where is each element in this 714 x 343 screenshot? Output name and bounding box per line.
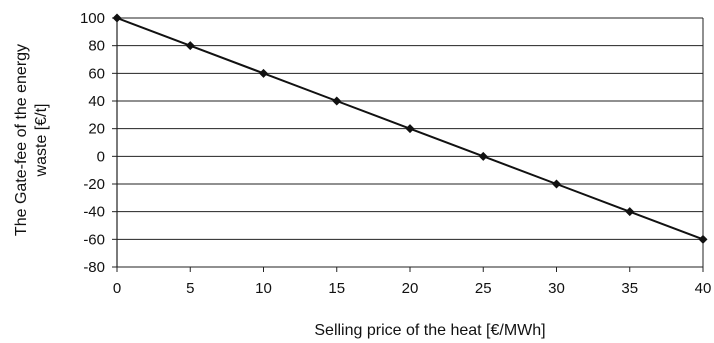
data-point-7 (625, 207, 635, 217)
axes (112, 17, 704, 272)
y-axis-title: The Gate-fee of the energy waste [€/t] (13, 44, 50, 236)
grid-lines (117, 17, 703, 268)
x-tick-label: 40 (695, 280, 712, 297)
x-tick-label: 5 (186, 280, 194, 297)
x-tick-labels: 0 5 10 15 20 25 30 35 40 (113, 280, 712, 297)
y-tick-label: 100 (80, 10, 105, 27)
y-tick-label: 80 (88, 38, 105, 55)
x-tick-label: 15 (328, 280, 345, 297)
x-tick-label: 10 (255, 280, 272, 297)
y-tick-label: 20 (88, 121, 105, 138)
data-point-0 (112, 13, 122, 23)
data-point-3 (332, 96, 342, 106)
data-point-4 (405, 124, 415, 134)
data-point-8 (698, 234, 708, 244)
data-point-2 (259, 68, 268, 78)
x-tick-label: 35 (621, 280, 638, 297)
x-tick-label: 20 (402, 280, 419, 297)
y-tick-label: -60 (83, 231, 105, 248)
y-tick-label: -80 (83, 259, 105, 276)
y-tick-label: -40 (83, 204, 105, 221)
data-point-6 (552, 179, 561, 189)
x-tick-label: 25 (475, 280, 492, 297)
x-tick-label: 0 (113, 280, 121, 297)
data-point-1 (185, 41, 195, 51)
y-axis-title-line-2: waste [€/t] (33, 104, 50, 178)
x-axis-title: Selling price of the heat [€/MWh] (314, 322, 545, 339)
y-axis-title-line-1: The Gate-fee of the energy (13, 44, 30, 236)
y-tick-label: 40 (88, 93, 105, 110)
series-group (112, 13, 708, 244)
y-tick-label: 60 (88, 65, 105, 82)
x-tick-label: 30 (548, 280, 565, 297)
y-tick-label: -20 (83, 176, 105, 193)
y-tick-label: 0 (97, 148, 105, 165)
data-point-5 (478, 151, 488, 161)
y-tick-labels: 100 80 60 40 20 0 -20 -40 -60 -80 (80, 10, 105, 276)
